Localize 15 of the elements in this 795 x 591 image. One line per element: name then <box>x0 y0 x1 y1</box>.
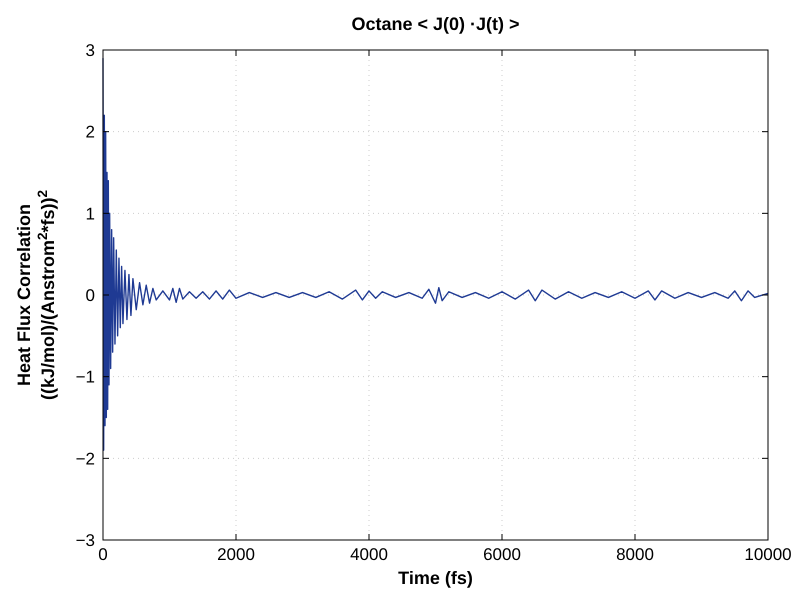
y-tick-label: 1 <box>86 204 95 224</box>
x-tick-label: 2000 <box>217 545 255 564</box>
y-tick-label: −1 <box>76 368 95 387</box>
y-tick-label: 3 <box>86 41 95 60</box>
x-axis-title: Time (fs) <box>398 568 473 588</box>
y-tick-label: −3 <box>76 531 95 550</box>
x-tick-label: 0 <box>98 545 108 564</box>
y-tick-label: 0 <box>86 286 95 305</box>
x-tick-label: 4000 <box>350 545 388 564</box>
x-tick-label: 10000 <box>744 545 792 564</box>
x-tick-label: 8000 <box>616 545 654 564</box>
y-tick-label: 2 <box>86 122 95 142</box>
y-tick-label: −2 <box>76 449 95 468</box>
x-tick-label: 6000 <box>483 545 521 564</box>
chart-title: Octane < J(0) ·J(t) > <box>351 14 520 34</box>
